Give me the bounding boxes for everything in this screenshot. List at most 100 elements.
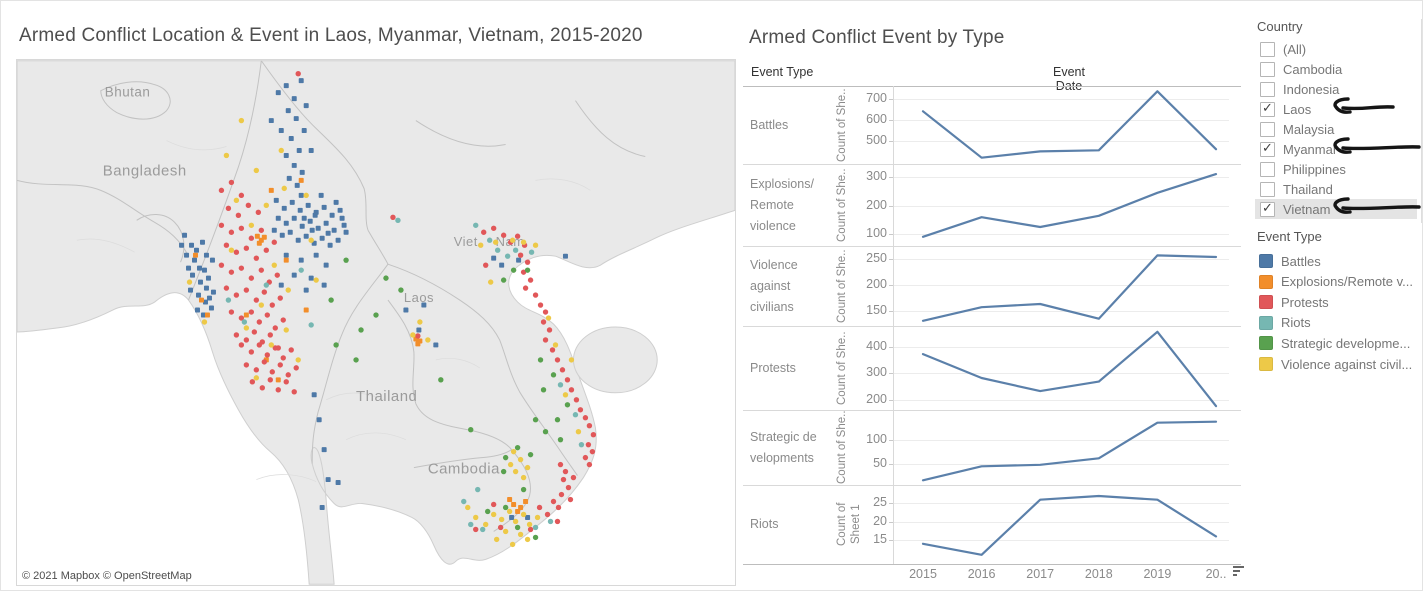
country-checkbox-thailand[interactable]: Thailand <box>1255 179 1417 199</box>
conflict-point-battles[interactable] <box>208 305 214 311</box>
conflict-point-battles[interactable] <box>283 220 289 226</box>
line-chart-battles[interactable] <box>893 86 1229 164</box>
conflict-point-protests[interactable] <box>560 476 567 483</box>
conflict-point-violence[interactable] <box>552 342 559 348</box>
conflict-point-battles[interactable] <box>303 233 309 239</box>
conflict-point-violence[interactable] <box>258 302 265 308</box>
conflict-point-protests[interactable] <box>256 319 263 325</box>
conflict-point-violence[interactable] <box>510 448 517 455</box>
conflict-point-strategic[interactable] <box>502 504 509 511</box>
conflict-point-protests[interactable] <box>228 309 235 315</box>
legend-item-protests[interactable]: Protests <box>1255 292 1421 312</box>
conflict-point-protests[interactable] <box>536 504 543 511</box>
conflict-point-protests[interactable] <box>586 423 593 429</box>
conflict-point-violence[interactable] <box>271 262 277 268</box>
conflict-point-battles[interactable] <box>307 218 313 224</box>
conflict-point-battles[interactable] <box>210 289 216 295</box>
conflict-point-strategic[interactable] <box>540 387 547 393</box>
conflict-point-battles[interactable] <box>289 199 295 205</box>
conflict-point-protests[interactable] <box>537 302 544 308</box>
conflict-point-protests[interactable] <box>585 441 592 448</box>
conflict-point-battles[interactable] <box>341 222 347 228</box>
conflict-point-protests[interactable] <box>520 269 527 275</box>
conflict-point-strategic[interactable] <box>550 372 557 378</box>
conflict-point-protests[interactable] <box>228 269 235 275</box>
conflict-point-battles[interactable] <box>291 96 297 102</box>
conflict-point-battles[interactable] <box>301 128 307 134</box>
conflict-point-protests[interactable] <box>291 389 297 395</box>
conflict-point-strategic[interactable] <box>328 297 334 303</box>
conflict-point-strategic[interactable] <box>373 312 379 318</box>
conflict-point-protests[interactable] <box>271 239 277 245</box>
conflict-point-violence[interactable] <box>281 185 287 192</box>
conflict-point-explosions[interactable] <box>415 341 421 347</box>
conflict-point-violence[interactable] <box>303 192 309 199</box>
conflict-point-battles[interactable] <box>291 162 297 168</box>
conflict-point-protests[interactable] <box>218 262 225 268</box>
conflict-point-battles[interactable] <box>294 182 300 188</box>
conflict-point-protests[interactable] <box>293 365 299 371</box>
conflict-point-battles[interactable] <box>285 108 291 114</box>
conflict-point-riots[interactable] <box>395 217 401 223</box>
conflict-point-riots[interactable] <box>473 222 479 228</box>
conflict-point-protests[interactable] <box>567 496 574 503</box>
conflict-point-protests[interactable] <box>245 202 252 209</box>
conflict-point-protests[interactable] <box>248 275 255 281</box>
conflict-point-explosions[interactable] <box>283 257 289 263</box>
conflict-point-strategic[interactable] <box>343 257 349 263</box>
conflict-point-protests[interactable] <box>586 461 593 468</box>
conflict-point-protests[interactable] <box>225 205 232 212</box>
conflict-point-protests[interactable] <box>243 287 250 293</box>
conflict-point-battles[interactable] <box>299 169 305 175</box>
conflict-point-strategic[interactable] <box>557 436 564 443</box>
conflict-point-battles[interactable] <box>323 220 329 226</box>
conflict-point-violence[interactable] <box>493 536 500 543</box>
conflict-point-explosions[interactable] <box>303 307 309 313</box>
line-chart-protests[interactable] <box>893 326 1229 410</box>
conflict-point-protests[interactable] <box>280 355 286 361</box>
country-checkbox-indonesia[interactable]: Indonesia <box>1255 79 1417 99</box>
conflict-point-protests[interactable] <box>228 229 235 235</box>
conflict-point-violence[interactable] <box>425 337 431 343</box>
conflict-point-protests[interactable] <box>285 372 291 378</box>
conflict-point-protests[interactable] <box>558 491 565 498</box>
conflict-point-riots[interactable] <box>480 526 486 533</box>
conflict-point-violence[interactable] <box>520 511 527 518</box>
conflict-point-protests[interactable] <box>544 511 551 518</box>
conflict-point-violence[interactable] <box>526 521 533 528</box>
conflict-point-violence[interactable] <box>575 429 582 435</box>
conflict-point-protests[interactable] <box>253 297 260 303</box>
conflict-point-riots[interactable] <box>504 253 511 259</box>
conflict-point-explosions[interactable] <box>511 502 517 507</box>
conflict-point-battles[interactable] <box>303 287 309 293</box>
conflict-point-protests[interactable] <box>243 362 250 368</box>
conflict-point-battles[interactable] <box>283 83 289 89</box>
conflict-point-violence[interactable] <box>465 504 471 511</box>
conflict-point-battles[interactable] <box>433 342 439 348</box>
conflict-point-protests[interactable] <box>570 474 577 481</box>
conflict-point-battles[interactable] <box>275 90 281 96</box>
conflict-point-protests[interactable] <box>218 222 225 228</box>
conflict-point-protests[interactable] <box>500 232 507 238</box>
conflict-point-battles[interactable] <box>305 202 311 208</box>
conflict-point-battles[interactable] <box>278 128 284 134</box>
conflict-point-battles[interactable] <box>268 118 274 124</box>
conflict-point-protests[interactable] <box>261 289 268 295</box>
conflict-point-protests[interactable] <box>255 209 262 215</box>
conflict-point-explosions[interactable] <box>507 497 513 502</box>
conflict-point-battles[interactable] <box>308 275 314 281</box>
conflict-point-violence[interactable] <box>487 279 494 285</box>
conflict-point-strategic[interactable] <box>353 357 359 363</box>
conflict-point-violence[interactable] <box>238 117 245 124</box>
conflict-point-battles[interactable] <box>313 252 319 258</box>
conflict-point-battles[interactable] <box>339 215 345 221</box>
conflict-point-violence[interactable] <box>283 327 289 333</box>
conflict-point-protests[interactable] <box>517 252 524 258</box>
conflict-point-riots[interactable] <box>461 498 467 505</box>
conflict-point-strategic[interactable] <box>564 402 571 408</box>
conflict-point-battles[interactable] <box>278 282 284 288</box>
conflict-point-protests[interactable] <box>258 267 265 273</box>
conflict-point-violence[interactable] <box>507 461 514 468</box>
conflict-point-battles[interactable] <box>196 265 202 271</box>
conflict-point-battles[interactable] <box>188 287 194 293</box>
